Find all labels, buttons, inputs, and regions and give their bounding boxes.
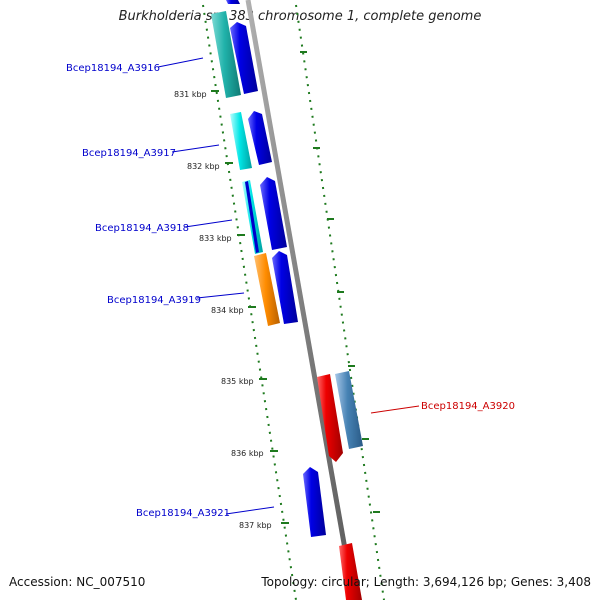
major-ticks-left xyxy=(211,90,289,524)
gene-A3920-arrow xyxy=(317,374,343,462)
gene-label-A3916[interactable]: Bcep18194_A3916 xyxy=(66,63,160,74)
gene-A3917-arrow xyxy=(248,111,272,165)
tick-label: 831 kbp xyxy=(174,90,207,99)
tick-label: 835 kbp xyxy=(221,377,254,386)
gene-label-A3919[interactable]: Bcep18194_A3919 xyxy=(107,295,201,306)
gene-A3917-feature xyxy=(230,112,252,170)
gene-label-A3918[interactable]: Bcep18194_A3918 xyxy=(95,223,189,234)
tick-label: 833 kbp xyxy=(199,234,232,243)
genome-backbone xyxy=(245,0,357,600)
tick-label: 834 kbp xyxy=(211,306,244,315)
gene-A3916-feature xyxy=(211,11,241,98)
tick-label: 837 kbp xyxy=(239,521,272,530)
genome-summary-text: Topology: circular; Length: 3,694,126 bp… xyxy=(261,575,591,589)
tick-labels: 831 kbp 832 kbp 833 kbp 834 kbp 835 kbp … xyxy=(174,90,272,530)
gene-labels: Bcep18194_A3916 Bcep18194_A3917 Bcep1819… xyxy=(66,63,515,519)
gene-A3916-arrow xyxy=(230,22,258,94)
gene-A3920-feature xyxy=(335,371,363,449)
major-ticks-right xyxy=(300,51,380,513)
map-title: Burkholderia sp. 383 chromosome 1, compl… xyxy=(118,9,482,24)
label-callouts xyxy=(157,57,420,515)
gene-A3919-arrow xyxy=(272,251,298,324)
gene-arrow-bottom-partial xyxy=(339,543,362,600)
gene-label-A3921[interactable]: Bcep18194_A3921 xyxy=(136,508,230,519)
gene-A3919-feature xyxy=(254,253,280,326)
tick-label: 836 kbp xyxy=(231,449,264,458)
gene-A3918-inner xyxy=(245,181,259,253)
gene-A3918-arrow xyxy=(260,177,287,250)
gene-label-A3920[interactable]: Bcep18194_A3920 xyxy=(421,401,515,412)
gene-label-A3917[interactable]: Bcep18194_A3917 xyxy=(82,148,176,159)
gene-arrow-top-partial xyxy=(226,0,240,4)
accession-text: Accession: NC_007510 xyxy=(9,575,146,589)
tick-label: 832 kbp xyxy=(187,162,220,171)
gene-A3921-arrow xyxy=(303,467,326,537)
